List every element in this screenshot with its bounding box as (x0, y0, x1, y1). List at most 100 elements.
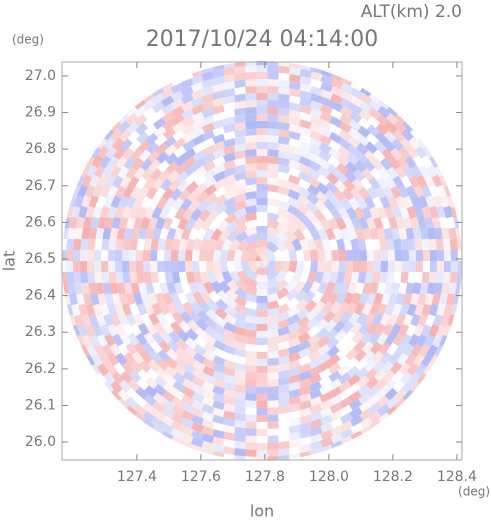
echo-cell (256, 400, 268, 409)
echo-cell (329, 116, 343, 128)
echo-cell (278, 65, 290, 74)
echo-cell (341, 321, 354, 334)
echo-cell (181, 394, 195, 406)
echo-cell (223, 424, 236, 434)
echo-cell (212, 133, 226, 145)
echo-cell (415, 261, 423, 273)
echo-cell (379, 313, 391, 327)
echo-cell (324, 261, 332, 273)
echo-cell (234, 433, 246, 443)
echo-cell (288, 359, 301, 370)
echo-cell (202, 145, 216, 157)
echo-cell (293, 280, 306, 294)
echo-cell (414, 205, 424, 219)
echo-cell (442, 344, 454, 358)
echo-cell (212, 377, 226, 389)
x-tick-label: 127.6 (181, 469, 221, 485)
echo-cell (339, 396, 353, 409)
echo-cell (245, 400, 257, 408)
echo-cell (233, 193, 247, 204)
echo-cell (200, 271, 210, 284)
echo-cell (115, 156, 128, 170)
echo-cell (349, 95, 363, 108)
echo-cell (350, 321, 363, 335)
echo-cell (102, 282, 112, 295)
echo-cell (125, 396, 139, 410)
echo-cell (366, 385, 380, 398)
echo-cell (330, 101, 343, 113)
echo-cell (450, 249, 459, 261)
echo-cell (101, 165, 114, 179)
echo-cell (223, 61, 236, 62)
echo-cell (309, 388, 323, 400)
echo-cell (267, 100, 279, 108)
echo-cell (201, 115, 215, 126)
echo-cell (425, 135, 437, 149)
echo-cell (100, 205, 110, 219)
echo-cell (83, 293, 93, 306)
echo-cell (150, 168, 163, 182)
echo-cell (234, 115, 246, 124)
echo-cell (109, 165, 122, 179)
echo-cell (398, 362, 411, 376)
echo-cell (277, 348, 291, 358)
echo-cell (421, 205, 432, 219)
echo-cell (160, 178, 173, 192)
echo-cell (212, 163, 226, 175)
echo-cell (122, 271, 131, 284)
echo-cell (131, 351, 144, 365)
echo-cell (277, 303, 290, 315)
echo-cell (193, 271, 203, 284)
echo-cell (203, 281, 215, 295)
echo-cell (277, 157, 291, 167)
echo-cell (201, 71, 214, 82)
echo-cell (244, 226, 258, 237)
echo-cell (425, 195, 436, 208)
echo-cell (293, 228, 306, 242)
echo-cell (153, 125, 167, 139)
echo-cell (84, 184, 96, 198)
y-tick-label: 26.8 (25, 141, 56, 157)
echo-cell (181, 116, 195, 128)
echo-cell (353, 169, 366, 182)
echo-cell (171, 404, 185, 417)
echo-cell (435, 238, 444, 251)
echo-cell (327, 354, 341, 367)
echo-cell (180, 311, 193, 324)
echo-cell (122, 238, 131, 251)
echo-cell (428, 205, 439, 219)
echo-cell (201, 411, 215, 422)
echo-cell (92, 184, 103, 198)
echo-cell (298, 148, 312, 160)
echo-cell (234, 287, 248, 300)
echo-cell (245, 156, 257, 165)
echo-cell (398, 146, 411, 160)
echo-cell (166, 282, 177, 295)
echo-cell (138, 360, 152, 373)
echo-cell (81, 174, 93, 188)
echo-cell (413, 185, 425, 198)
echo-cell (278, 384, 290, 393)
echo-cell (406, 303, 417, 317)
echo-cell (421, 238, 430, 251)
echo-cell (319, 111, 333, 123)
echo-cell (368, 332, 381, 346)
echo-cell (123, 413, 137, 427)
echo-cell (100, 303, 110, 317)
echo-cell (245, 386, 257, 394)
echo-cell (191, 391, 205, 403)
echo-cell (173, 227, 184, 241)
echo-cell (123, 227, 133, 240)
echo-cell (256, 330, 268, 339)
echo-cell (256, 393, 268, 402)
echo-cell (200, 218, 213, 231)
echo-cell (413, 353, 425, 367)
echo-cell (348, 119, 362, 132)
echo-cell (133, 292, 144, 306)
echo-cell (152, 227, 162, 240)
echo-cell (401, 249, 410, 261)
echo-cell (79, 249, 88, 261)
echo-cell (255, 267, 269, 275)
echo-cell (265, 248, 276, 261)
echo-cell (356, 134, 370, 147)
